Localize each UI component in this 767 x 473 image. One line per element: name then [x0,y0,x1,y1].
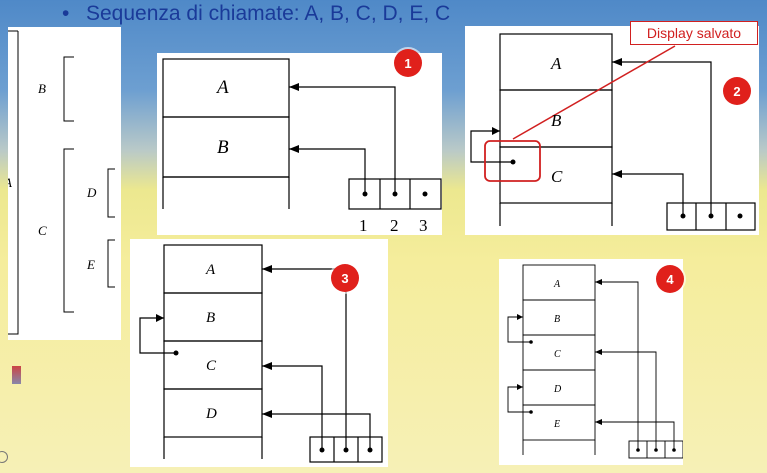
display-label-3: 3 [419,216,428,235]
title-text: Sequenza di chiamate: A, B, C, D, E, C [86,2,451,25]
display-label-1: 1 [359,216,368,235]
frame-b: B [551,111,562,130]
slide-thumbnail-icon [12,366,21,384]
diagram-2: A B C [465,26,759,235]
tree-bracket-b [63,56,74,122]
corner-circle-icon [0,451,8,463]
frame-a: A [553,279,561,290]
diagram-badge-2: 2 [723,77,751,105]
saved-display-callout: Display salvato [630,21,758,45]
tree-label-b: B [38,81,46,96]
call-tree-panel: A B C D E [3,27,121,340]
diagram-4: A B C D E [499,259,684,465]
diagram-badge-3: 3 [331,264,359,292]
call-tree: A B C D E [3,30,115,335]
tree-bracket-e [107,239,115,288]
frame-b: B [554,314,560,325]
frame-a: A [550,54,562,73]
tree-label-a: A [8,175,12,190]
frame-a: A [205,262,216,278]
tree-label-e: E [86,257,95,272]
tree-label-c: C [38,223,47,238]
tree-bracket-root [8,31,19,335]
saved-display-highlight [484,140,541,182]
frame-c: C [551,167,563,186]
tree-bracket-c [63,148,74,313]
frame-c: C [554,349,561,360]
diagram-badge-1: 1 [394,49,422,77]
frame-d: D [205,406,217,422]
diagram-badge-4: 4 [656,265,684,293]
slide-title: • Sequenza di chiamate: A, B, C, D, E, C [62,2,450,26]
display-label-2: 2 [390,216,399,235]
bullet-marker: • [62,2,70,25]
frame-b: B [217,137,229,158]
frame-a: A [215,77,229,98]
tree-label-d: D [86,185,97,200]
frame-c: C [206,358,217,374]
tree-bracket-d [107,168,115,218]
diagram-1: A B 1 2 3 [157,53,442,235]
frame-e: E [553,419,560,430]
frame-d: D [553,384,562,395]
frame-b: B [206,310,215,326]
